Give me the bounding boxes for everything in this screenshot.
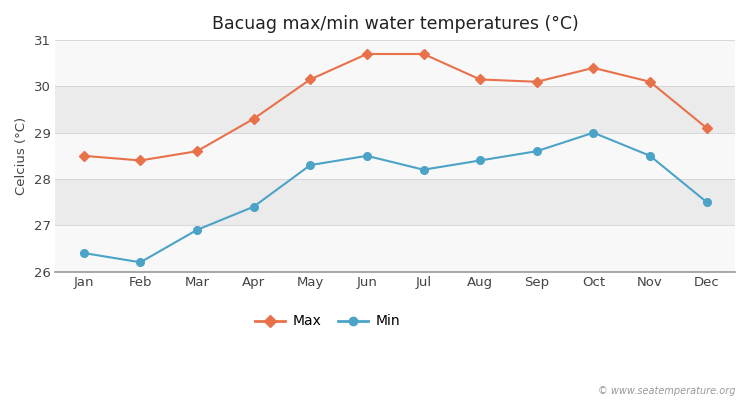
Text: © www.seatemperature.org: © www.seatemperature.org bbox=[598, 386, 735, 396]
Bar bbox=[56, 179, 735, 225]
Y-axis label: Celcius (°C): Celcius (°C) bbox=[15, 117, 28, 195]
Legend: Max, Min: Max, Min bbox=[249, 309, 406, 334]
Bar bbox=[56, 225, 735, 272]
Bar bbox=[56, 86, 735, 133]
Bar bbox=[56, 40, 735, 86]
Bar bbox=[56, 133, 735, 179]
Title: Bacuag max/min water temperatures (°C): Bacuag max/min water temperatures (°C) bbox=[211, 15, 578, 33]
